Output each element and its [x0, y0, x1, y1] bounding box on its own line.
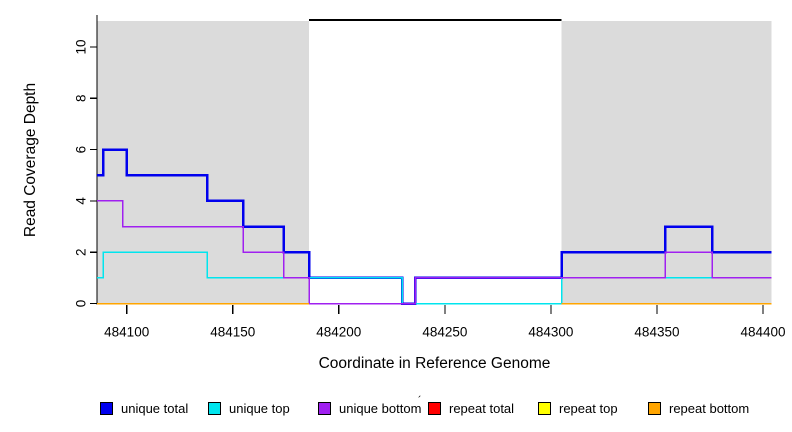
y-tick-label: 8 — [74, 94, 89, 102]
series-line-unique-total — [97, 148, 772, 305]
x-tick-label: 484350 — [634, 325, 679, 340]
stray-mark: ´ — [418, 395, 422, 407]
x-tick-label: 484250 — [422, 325, 467, 340]
x-tick-label: 484200 — [316, 325, 361, 340]
x-tick-label: 484300 — [528, 325, 573, 340]
y-axis-title: Read Coverage Depth — [22, 82, 39, 238]
masked-region — [561, 21, 772, 305]
y-tick-label: 2 — [74, 248, 89, 256]
y-tick-label: 10 — [74, 39, 89, 54]
x-tick-label: 484400 — [740, 325, 785, 340]
series-line-unique-bottom — [97, 200, 772, 305]
x-axis-title: Coordinate in Reference Genome — [318, 355, 551, 372]
y-tick-label: 6 — [74, 146, 89, 154]
x-tick-label: 484150 — [210, 325, 255, 340]
y-tick-label: 4 — [74, 197, 89, 205]
y-tick-label: 0 — [74, 300, 89, 308]
masked-region — [97, 21, 310, 305]
x-tick-label: 484100 — [104, 325, 149, 340]
